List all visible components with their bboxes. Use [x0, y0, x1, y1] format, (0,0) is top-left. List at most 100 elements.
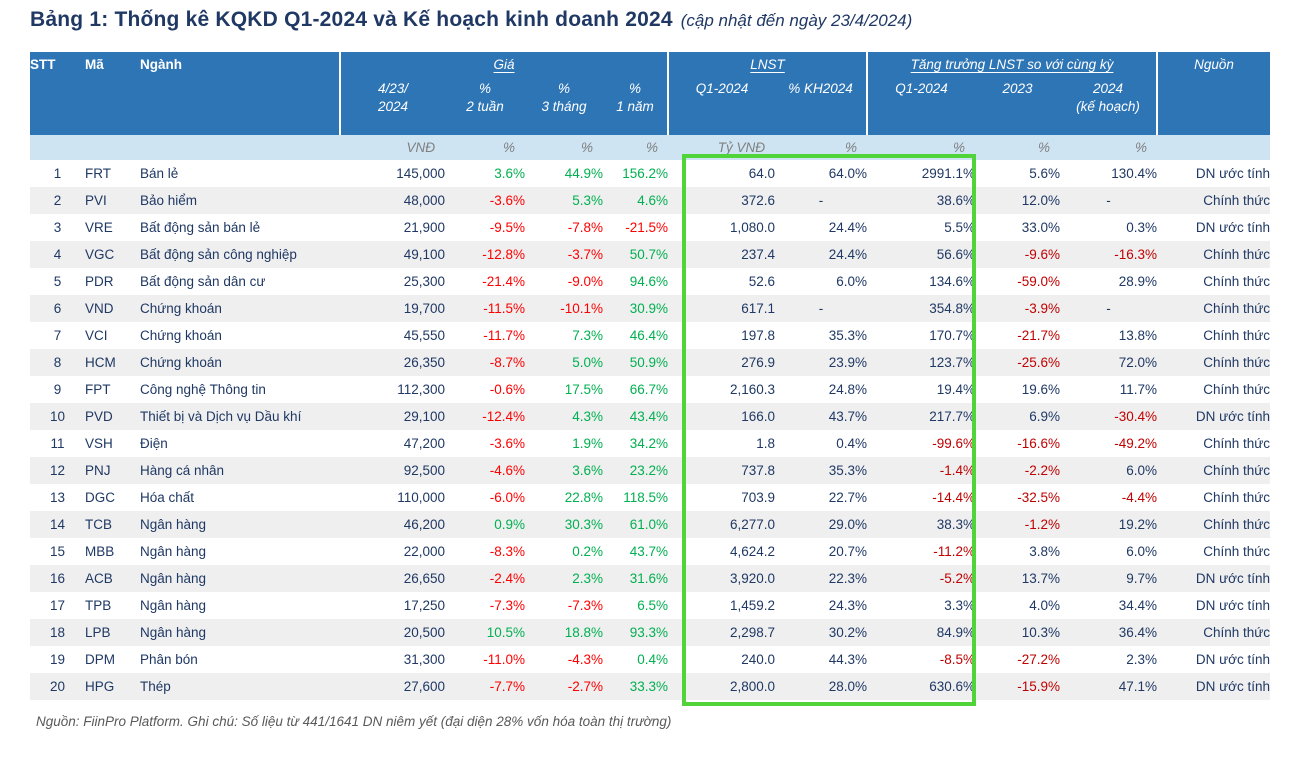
cell-price: 110,000: [397, 490, 445, 505]
cell-y1: 43.7%: [629, 544, 669, 559]
cell-g_2024: 2.3%: [1126, 652, 1158, 667]
header-nganh: Ngành: [140, 52, 340, 135]
cell-g_2023: 6.9%: [1029, 409, 1061, 424]
cell-lnst: 240.0: [741, 652, 776, 667]
cell-nganh: Bảo hiểm: [140, 193, 198, 208]
table-row: 7 VCI Chứng khoán 45,550 -11.7% 7.3% 46.4% 197.…: [30, 322, 1270, 349]
cell-stt: 7: [53, 328, 62, 343]
cell-src: Chính thức: [1203, 301, 1271, 316]
cell-nganh: Ngân hàng: [140, 625, 207, 640]
cell-ma: LPB: [85, 625, 111, 640]
cell-price: 17,250: [403, 598, 445, 613]
cell-y1: 50.7%: [629, 247, 669, 262]
cell-nganh: Bất động sản bán lẻ: [140, 220, 261, 235]
cell-nganh: Ngân hàng: [140, 544, 207, 559]
cell-m3: -10.1%: [560, 301, 603, 316]
cell-g_2024: 130.4%: [1111, 166, 1158, 181]
cell-kh: 20.7%: [828, 544, 868, 559]
cell-m3: 5.0%: [572, 355, 603, 370]
cell-lnst: 197.8: [741, 328, 776, 343]
header-col-1y: % 1 năm: [603, 78, 669, 135]
cell-price: 48,000: [403, 193, 445, 208]
cell-stt: 15: [49, 544, 66, 559]
cell-g_2023: -3.9%: [1024, 301, 1061, 316]
cell-lnst: 3,920.0: [729, 571, 776, 586]
cell-m3: 18.8%: [564, 625, 603, 640]
cell-stt: 11: [50, 436, 65, 451]
cell-w2: -3.6%: [489, 193, 525, 208]
cell-nganh: Ngân hàng: [140, 571, 207, 586]
cell-ma: VRE: [85, 220, 113, 235]
cell-src: Chính thức: [1203, 490, 1271, 505]
cell-m3: -3.7%: [567, 247, 603, 262]
cell-g_q1: 38.3%: [936, 517, 976, 532]
unit-growth-q1: %: [867, 135, 976, 160]
cell-price: 20,500: [403, 625, 445, 640]
cell-y1: 30.9%: [629, 301, 669, 316]
cell-src: DN ước tính: [1195, 679, 1271, 694]
header-col-price: 4/23/2024: [339, 78, 445, 135]
cell-stt: 8: [53, 355, 62, 370]
table-row: 12 PNJ Hàng cá nhân 92,500 -4.6% 3.6% 23.2% 737…: [30, 457, 1271, 484]
cell-nganh: Ngân hàng: [140, 517, 207, 532]
cell-g_2023: -1.2%: [1024, 517, 1061, 532]
cell-g_q1: 2991.1%: [921, 166, 976, 181]
cell-g_q1: -14.4%: [932, 490, 976, 505]
header-nguon: Nguồn: [1156, 52, 1271, 135]
cell-nganh: Ngân hàng: [140, 598, 207, 613]
cell-g_2024: -: [1106, 193, 1111, 208]
cell-g_q1: 5.5%: [944, 220, 976, 235]
cell-ma: PVI: [85, 193, 107, 208]
cell-stt: 16: [49, 571, 66, 586]
cell-g_2024: -: [1106, 301, 1111, 316]
table-body: 1 FRT Bán lẻ 145,000 3.6% 44.9% 156.2% 64.0 64.0…: [30, 160, 1271, 700]
cell-lnst: 4,624.2: [729, 544, 776, 559]
header-col-growth-q1: Q1-2024: [866, 78, 976, 135]
cell-y1: 4.6%: [637, 193, 669, 208]
cell-m3: 7.3%: [572, 328, 603, 343]
cell-kh: 6.0%: [836, 274, 868, 289]
header-col-kh2024: % KH2024: [775, 78, 868, 135]
header-col-growth-2024: 2024 (kế hoạch): [1060, 78, 1158, 135]
cell-src: Chính thức: [1203, 247, 1271, 262]
cell-stt: 17: [49, 598, 66, 613]
unit-1y: %: [603, 135, 669, 160]
cell-kh: 24.8%: [828, 382, 868, 397]
cell-g_2024: 34.4%: [1118, 598, 1158, 613]
cell-y1: 46.4%: [629, 328, 669, 343]
cell-nganh: Bất động sản dân cư: [140, 274, 266, 289]
cell-kh: 22.7%: [828, 490, 868, 505]
table-row: 1 FRT Bán lẻ 145,000 3.6% 44.9% 156.2% 64.0 64.0…: [30, 160, 1270, 187]
cell-g_2023: 5.6%: [1029, 166, 1061, 181]
cell-lnst: 6,277.0: [729, 517, 776, 532]
cell-src: Chính thức: [1203, 382, 1271, 397]
source-footnote: Nguồn: FiinPro Platform. Ghi chú: Số liệ…: [36, 714, 672, 729]
cell-lnst: 703.9: [741, 490, 776, 505]
cell-kh: 43.7%: [828, 409, 868, 424]
header-group-lnst: LNST: [667, 52, 868, 78]
cell-m3: -4.3%: [567, 652, 603, 667]
cell-y1: 33.3%: [629, 679, 669, 694]
cell-stt: 2: [53, 193, 62, 208]
cell-lnst: 737.8: [741, 463, 776, 478]
cell-ma: MBB: [85, 544, 115, 559]
cell-kh: 44.3%: [828, 652, 868, 667]
cell-src: Chính thức: [1203, 625, 1271, 640]
cell-g_q1: 84.9%: [936, 625, 976, 640]
cell-nganh: Phân bón: [140, 652, 198, 667]
cell-ma: VCI: [85, 328, 108, 343]
cell-g_q1: -5.2%: [939, 571, 976, 586]
table-row: 4 VGC Bất động sản công nghiệp 49,100 -12.8%…: [30, 241, 1271, 268]
cell-ma: HCM: [85, 355, 116, 370]
table-row: 18 LPB Ngân hàng 20,500 10.5% 18.8% 93.3% 2,298…: [30, 619, 1271, 646]
cell-g_2023: 4.0%: [1029, 598, 1061, 613]
cell-stt: 19: [49, 652, 66, 667]
cell-g_2024: 0.3%: [1126, 220, 1158, 235]
cell-ma: PNJ: [85, 463, 111, 478]
cell-g_2023: -16.6%: [1017, 436, 1061, 451]
cell-price: 112,300: [397, 382, 445, 397]
cell-ma: PDR: [85, 274, 114, 289]
table-row: 9 FPT Công nghệ Thông tin 112,300 -0.6% 17.5%…: [30, 376, 1270, 403]
cell-m3: 1.9%: [572, 436, 603, 451]
cell-g_2023: 33.0%: [1021, 220, 1061, 235]
